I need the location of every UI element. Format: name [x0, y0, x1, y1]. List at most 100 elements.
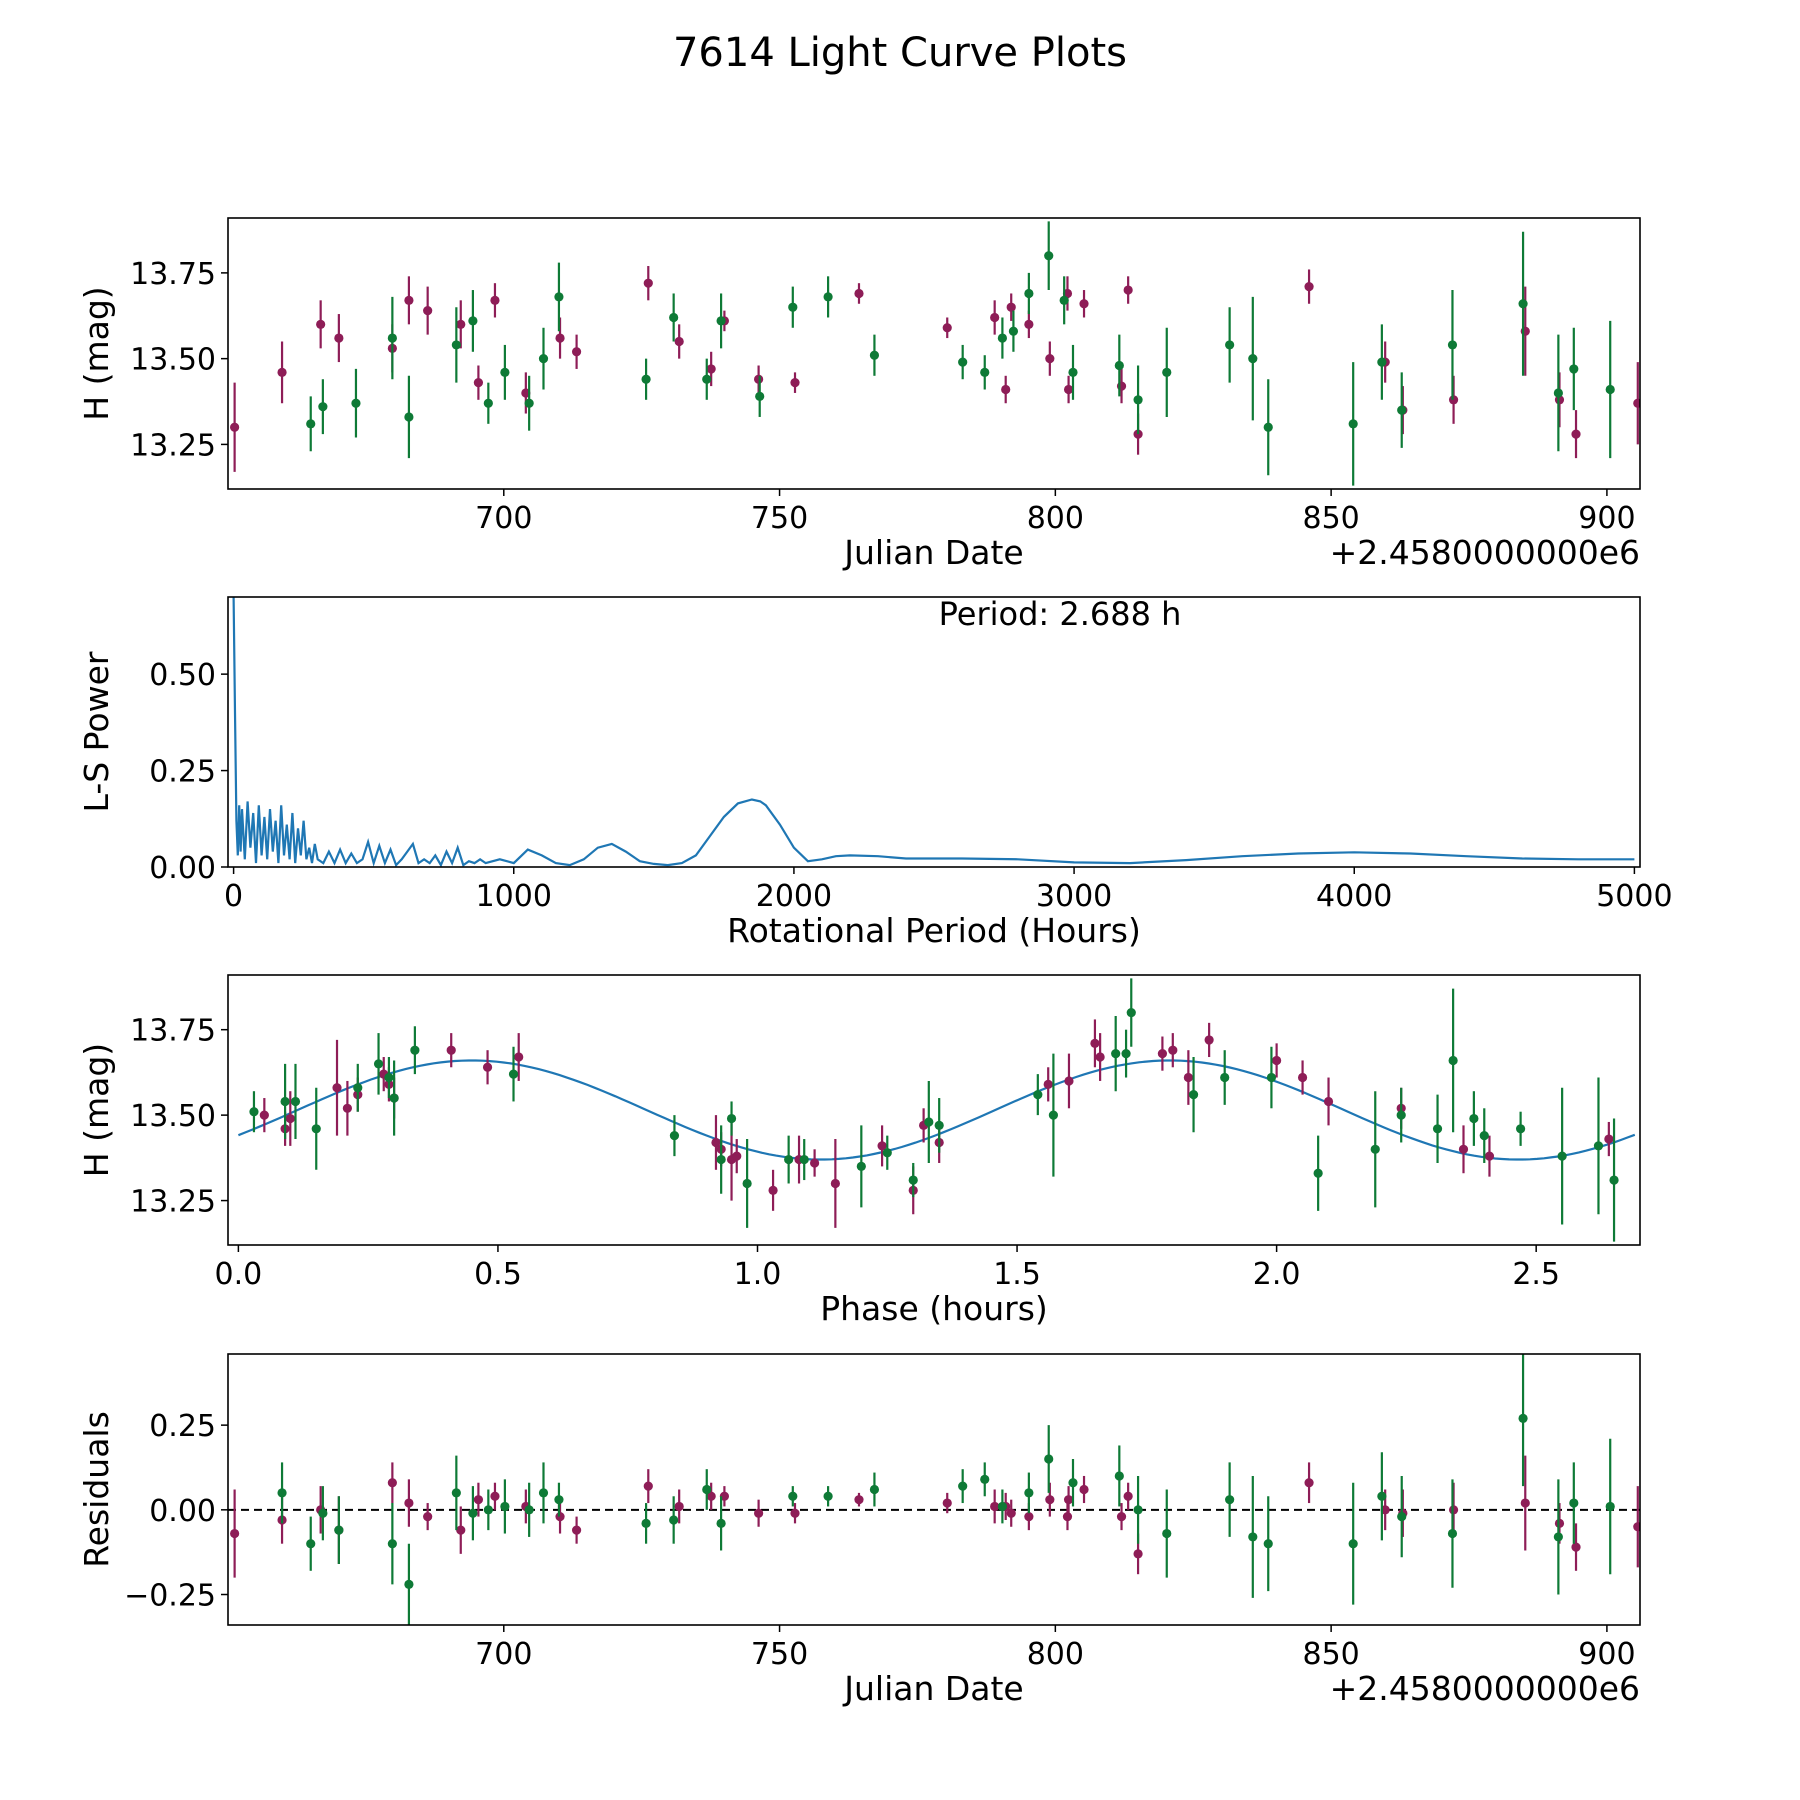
data-point [446, 1045, 456, 1055]
data-point [790, 1508, 800, 1518]
data-point [742, 1178, 752, 1189]
axes-frame [227, 974, 1641, 1246]
data-point [799, 1154, 809, 1165]
data-point [514, 1052, 524, 1062]
data-point [1168, 1045, 1178, 1055]
data-point [538, 354, 549, 364]
data-point [1157, 1049, 1168, 1059]
data-point [334, 1525, 344, 1535]
data-point [311, 1124, 321, 1134]
data-point [483, 398, 493, 408]
data-point [1447, 1528, 1458, 1539]
data-point [643, 1481, 653, 1491]
plot-area [228, 1354, 1640, 1625]
x-tick-label: 750 [751, 1637, 808, 1672]
data-point [1064, 1076, 1074, 1086]
data-point [490, 1491, 500, 1501]
data-point [384, 1072, 394, 1083]
data-point [1188, 1090, 1199, 1100]
data-point [277, 367, 287, 377]
period-annotation: Period: 2.688 h [939, 595, 1182, 633]
data-point [1048, 1110, 1058, 1120]
x-axis-label: Julian Date [842, 533, 1024, 572]
data-point [1024, 1512, 1034, 1522]
data-point [1045, 1495, 1055, 1505]
data-point [1377, 357, 1387, 367]
data-point [810, 1158, 820, 1168]
data-point [555, 1512, 565, 1522]
data-point [1133, 1505, 1143, 1515]
data-point [702, 1484, 712, 1495]
data-point [641, 374, 651, 384]
data-point [856, 1161, 866, 1171]
data-point [373, 1059, 384, 1069]
data-point [997, 333, 1007, 343]
data-point [571, 1525, 582, 1535]
periodogram-line [232, 597, 1635, 867]
data-point [1447, 340, 1458, 350]
data-point [768, 1185, 778, 1195]
data-point [669, 312, 679, 323]
data-point [1518, 1413, 1528, 1423]
data-point [934, 1120, 944, 1130]
data-point [1220, 1072, 1230, 1083]
data-point [554, 292, 564, 302]
data-point [538, 1488, 549, 1498]
data-point [1079, 1484, 1089, 1495]
y-tick-label: 13.50 [130, 1099, 216, 1134]
data-point [1448, 395, 1459, 405]
data-point [285, 1113, 295, 1124]
data-point [674, 1501, 684, 1512]
data-point [306, 419, 316, 429]
data-point [1225, 1495, 1235, 1505]
data-point [1553, 1532, 1563, 1542]
data-point [1248, 1532, 1258, 1542]
periodogram-panel: 0 1000 2000 3000 4000 5000 0.00 0.25 0.50 Rotatio… [77, 595, 1673, 950]
data-point [351, 398, 361, 408]
data-point [1448, 1505, 1459, 1515]
data-point [1162, 367, 1172, 377]
data-point [468, 1508, 478, 1518]
data-point [423, 306, 433, 316]
data-point [990, 1501, 1000, 1512]
data-point [1062, 1512, 1073, 1522]
data-point [334, 333, 344, 343]
data-point [980, 367, 990, 377]
y-tick-label: 0.00 [149, 851, 216, 886]
data-point [318, 1508, 328, 1518]
data-point [451, 1488, 461, 1498]
data-point [404, 1579, 414, 1589]
data-point [490, 295, 500, 305]
x-tick-label: 1.5 [993, 1257, 1041, 1292]
data-point [1263, 422, 1273, 432]
data-point [1121, 1049, 1131, 1059]
data-point [1397, 405, 1407, 415]
data-point [1554, 395, 1565, 405]
data-point [1557, 1151, 1567, 1161]
y-tick-label: 13.25 [130, 1185, 216, 1220]
data-point [1116, 1512, 1127, 1522]
data-point [854, 1495, 864, 1505]
data-point [1516, 1124, 1526, 1134]
data-point [790, 378, 800, 388]
x-tick-label: 5000 [1596, 879, 1672, 914]
data-point [716, 1154, 726, 1165]
data-point [1520, 1498, 1530, 1508]
axes-frame [227, 596, 1641, 868]
data-point [1111, 1049, 1121, 1059]
data-point [669, 1515, 679, 1525]
data-point [1248, 354, 1258, 364]
data-point [755, 391, 765, 401]
data-point [1396, 1110, 1406, 1120]
data-point [473, 1495, 484, 1505]
residuals-panel: 700 750 800 850 900 −0.25 0.00 0.25 Julian Date R… [77, 1353, 1641, 1708]
data-point [1448, 1055, 1458, 1066]
data-point [353, 1083, 363, 1093]
data-point [1263, 1539, 1273, 1549]
data-point [716, 1518, 726, 1528]
data-point [1123, 285, 1133, 295]
data-point [732, 1151, 742, 1161]
data-point [1569, 364, 1579, 374]
data-point [1024, 1488, 1034, 1498]
data-point [555, 333, 565, 343]
